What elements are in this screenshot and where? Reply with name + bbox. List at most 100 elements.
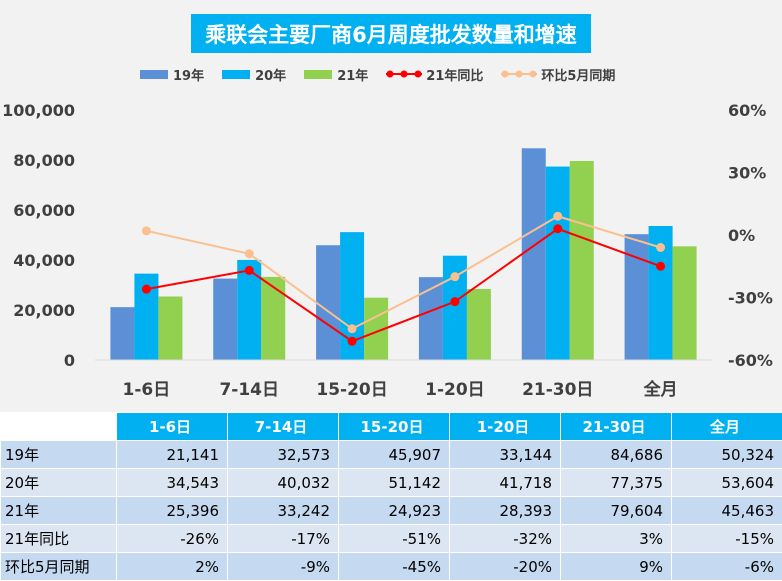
legend-swatch	[304, 69, 333, 79]
y-right-tick-label: 30%	[728, 164, 766, 183]
line-point-21年同比	[656, 261, 666, 271]
legend-item: 21年	[304, 65, 368, 84]
y-left-tick-label: 60,000	[13, 201, 75, 220]
line-point-环比5月同期	[450, 272, 460, 282]
bar-21年	[466, 289, 491, 360]
table-cell: 24,923	[338, 496, 450, 525]
y-right-tick-label: -30%	[728, 289, 773, 308]
legend-label: 21年	[337, 68, 369, 84]
table-row: 19年 21,141 32,573 45,907 33,144 84,686 50,324	[0, 440, 782, 469]
table-cell: 79,604	[560, 496, 672, 525]
table-cell: -17%	[227, 524, 339, 553]
y-left-tick-label: 80,000	[13, 151, 75, 170]
table-cell: 45,463	[671, 496, 782, 525]
table-cell: 51,142	[338, 468, 450, 497]
y-right-tick-label: 60%	[728, 101, 766, 120]
table-cell: -32%	[449, 524, 561, 553]
line-point-环比5月同期	[553, 211, 563, 221]
line-point-21年同比	[347, 336, 357, 346]
table-cell: 9%	[560, 552, 672, 581]
x-tick-label: 全月	[643, 379, 678, 400]
y-left-tick-label: 0	[64, 351, 75, 370]
line-point-环比5月同期	[141, 226, 151, 236]
table-cell: -9%	[227, 552, 339, 581]
table-header-cell: 15-20日	[338, 412, 450, 441]
bar-19年	[213, 278, 238, 360]
table-cell: -45%	[338, 552, 450, 581]
data-table: 1-6日 7-14日 15-20日 1-20日 21-30日 全月 19年 21,…	[0, 412, 782, 581]
x-tick-label: 7-14日	[219, 380, 279, 400]
bar-20年	[545, 166, 570, 360]
line-point-环比5月同期	[244, 249, 254, 259]
legend-item: 21年同比	[386, 65, 483, 84]
bar-21年	[261, 276, 286, 360]
table-cell: 77,375	[560, 468, 672, 497]
table-cell: 34,543	[116, 468, 228, 497]
line-point-21年同比	[450, 297, 460, 307]
table-cell: 50,324	[671, 440, 782, 469]
legend-label: 21年同比	[426, 68, 484, 84]
y-right-tick-label: 0%	[728, 226, 755, 245]
y-right-tick-label: -60%	[728, 351, 773, 370]
x-tick-label: 15-20日	[316, 380, 387, 400]
bar-20年	[237, 259, 262, 360]
table-row: 环比5月同期 2% -9% -45% -20% 9% -6%	[0, 552, 782, 581]
series-line-环比5月同期	[146, 215, 661, 330]
legend-label: 19年	[173, 68, 205, 84]
legend-swatch	[140, 69, 168, 79]
table-cell: 33,242	[227, 496, 339, 525]
series-line-21年同比	[146, 227, 661, 343]
table-row-label: 19年	[0, 440, 117, 469]
x-tick-label: 1-20日	[425, 380, 485, 400]
chart-title: 乘联会主要厂商6月周度批发数量和增速	[191, 14, 591, 53]
table-corner-cell	[0, 412, 117, 441]
bar-21年	[672, 246, 697, 360]
legend-line-marker	[501, 70, 538, 78]
table-cell: 45,907	[338, 440, 450, 469]
line-point-环比5月同期	[347, 324, 357, 334]
table-cell: 28,393	[449, 496, 561, 525]
table-cell: 3%	[560, 524, 672, 553]
chart-plot: 0 20,000 40,000 60,000 80,000 100,000 -60% -30%…	[2, 101, 773, 400]
y-left-tick-label: 100,000	[2, 101, 75, 120]
table-row-label: 20年	[0, 468, 117, 497]
table-row: 21年 25,396 33,242 24,923 28,393 79,604 45,463	[0, 496, 782, 525]
legend-swatch	[222, 69, 251, 79]
table-cell: 25,396	[116, 496, 228, 525]
legend-item: 20年	[222, 65, 286, 84]
chart-legend: 19年 20年 21年 21年同比 环比5月同期	[140, 64, 633, 84]
table-row: 21年同比 -26% -17% -51% -32% 3% -15%	[0, 524, 782, 553]
table-cell: -51%	[338, 524, 450, 553]
table-row-label: 21年	[0, 496, 117, 525]
x-tick-label: 1-6日	[123, 380, 171, 400]
bar-19年	[521, 148, 546, 360]
legend-label: 20年	[255, 68, 287, 84]
table-row: 20年 34,543 40,032 51,142 41,718 77,375 53,604	[0, 468, 782, 497]
y-left-tick-label: 40,000	[13, 251, 75, 270]
legend-line-marker	[386, 70, 423, 78]
table-header-cell: 21-30日	[560, 412, 672, 441]
legend-item: 环比5月同期	[501, 65, 615, 84]
table-cell: 2%	[116, 552, 228, 581]
table-header-cell: 全月	[671, 412, 782, 441]
bar-19年	[418, 277, 443, 360]
bar-21年	[569, 160, 594, 360]
line-point-21年同比	[244, 265, 254, 275]
bar-19年	[110, 307, 135, 360]
table-header-cell: 1-6日	[116, 412, 228, 441]
table-cell: 53,604	[671, 468, 782, 497]
table-cell: 84,686	[560, 440, 672, 469]
bar-19年	[624, 234, 649, 360]
table-row-label: 环比5月同期	[0, 552, 117, 581]
y-left-tick-label: 20,000	[13, 301, 75, 320]
line-point-环比5月同期	[656, 243, 666, 252]
table-cell: -20%	[449, 552, 561, 581]
bar-19年	[316, 245, 341, 360]
table-body: 19年 21,141 32,573 45,907 33,144 84,686 50,324 2…	[0, 440, 782, 581]
table-cell: 33,144	[449, 440, 561, 469]
chart-area: 乘联会主要厂商6月周度批发数量和增速 19年 20年 21年 21年同比 环比5月同期 …	[0, 0, 782, 412]
table-row-label: 21年同比	[0, 524, 117, 553]
x-tick-label: 21-30日	[522, 380, 593, 400]
table-cell: 40,032	[227, 468, 339, 497]
table-cell: -26%	[116, 524, 228, 553]
